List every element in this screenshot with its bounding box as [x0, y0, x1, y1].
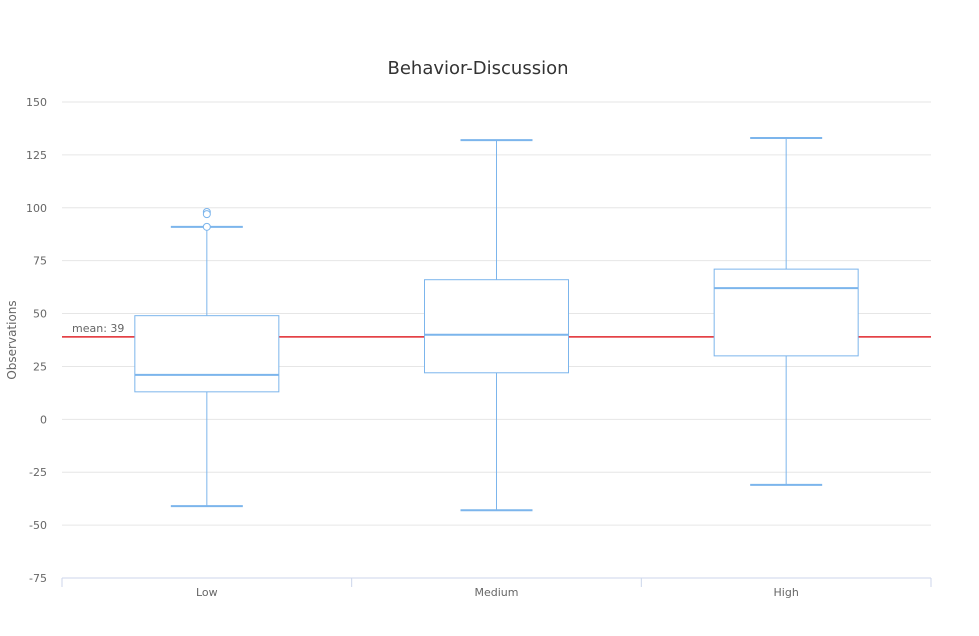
x-category-label: Medium — [475, 586, 519, 599]
outlier-point — [202, 222, 211, 231]
x-category-label: High — [774, 586, 799, 599]
box-body — [134, 315, 280, 393]
y-tick-label: 125 — [26, 149, 47, 162]
x-axis: Low Medium High — [61, 577, 932, 599]
box-medium — [424, 139, 569, 512]
y-tick-label: 75 — [33, 255, 47, 268]
x-category-label: Low — [196, 586, 218, 599]
y-tick-label: 100 — [26, 202, 47, 215]
y-tick-label: -50 — [29, 519, 47, 532]
y-tick-label: -25 — [29, 466, 47, 479]
mean-plot-line-label: mean: 39 — [72, 322, 124, 335]
y-tick-label: -75 — [29, 572, 47, 585]
box-high — [713, 136, 859, 486]
box-body — [713, 268, 859, 357]
box-low — [134, 225, 280, 508]
box-series — [134, 136, 859, 512]
outlier-series — [202, 208, 211, 231]
chart-title: Behavior-Discussion — [388, 58, 569, 79]
box-body — [424, 279, 569, 374]
y-tick-label: 0 — [40, 413, 47, 426]
y-axis-title: Observations — [5, 300, 19, 379]
y-tick-label: 150 — [26, 96, 47, 109]
y-axis-ticks: 150 125 100 75 50 25 0 -25 -50 -75 — [26, 96, 47, 585]
y-tick-label: 25 — [33, 360, 47, 373]
y-tick-label: 50 — [33, 308, 47, 321]
outlier-point — [202, 210, 211, 219]
